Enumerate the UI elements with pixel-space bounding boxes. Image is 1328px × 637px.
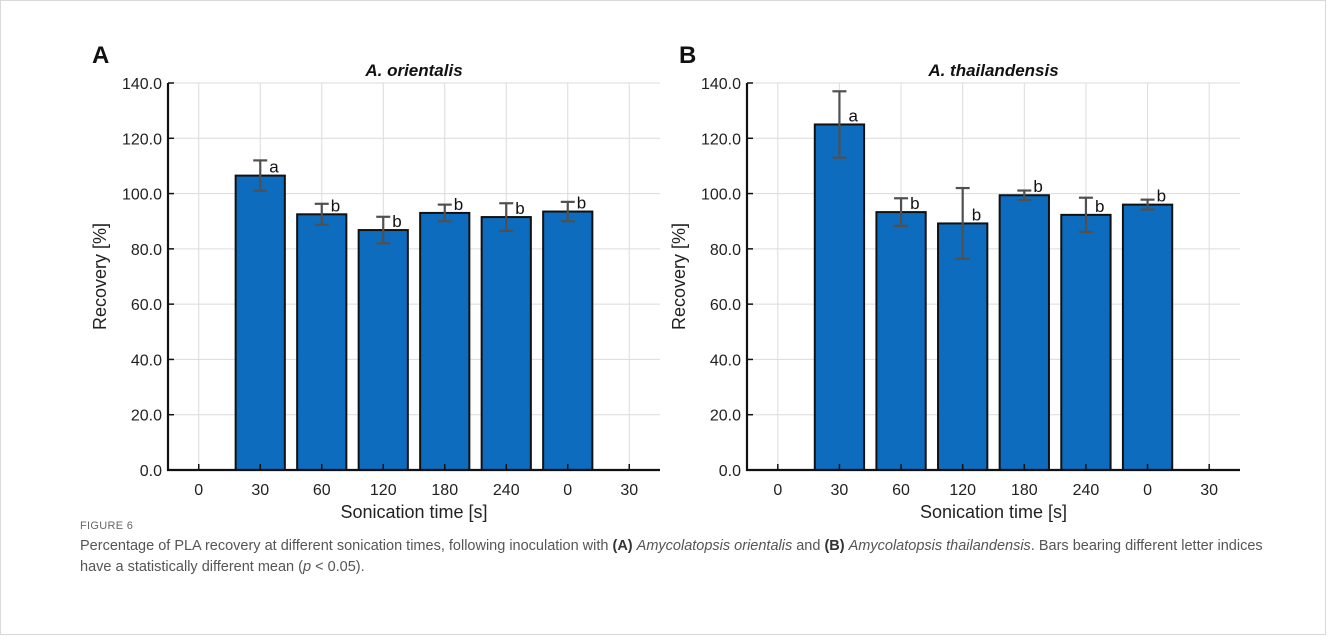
caption-text-3: . Bars bearing different letter indices … bbox=[80, 538, 1263, 575]
panel-a-x-tick-label: 60 bbox=[313, 482, 331, 499]
caption-text-2: and bbox=[792, 538, 825, 554]
caption-p: p bbox=[302, 559, 312, 575]
panel-b-bar bbox=[1121, 203, 1174, 471]
panel-b-x-tick-label: 60 bbox=[892, 482, 910, 499]
panel-a-bar bbox=[419, 211, 471, 472]
panel-a-x-tick-label: 0 bbox=[563, 482, 572, 499]
panel-b-significance-letter: b bbox=[910, 194, 919, 213]
panel-a-bar bbox=[234, 174, 286, 471]
panel-b-significance-letter: a bbox=[848, 106, 858, 125]
panel-b-y-tick-label: 120.0 bbox=[701, 131, 741, 148]
panel-a-y-axis-label: Recovery [%] bbox=[90, 223, 110, 330]
panel-b-significance-letter: b bbox=[1033, 177, 1042, 196]
panel-b-y-tick-label: 0.0 bbox=[719, 463, 741, 480]
panel-b-bar bbox=[998, 194, 1050, 471]
panel-a-x-tick-label: 240 bbox=[493, 482, 520, 499]
figure-label: FIGURE 6 bbox=[80, 520, 134, 532]
panel-a-y-tick-label: 40.0 bbox=[131, 352, 162, 369]
panel-b-bar bbox=[813, 123, 866, 471]
panel-a-bar bbox=[357, 229, 409, 471]
figure-caption: FIGURE 6 Percentage of PLA recovery at d… bbox=[80, 520, 1280, 578]
panel-a-significance-letter: a bbox=[269, 158, 279, 177]
caption-text: Percentage of PLA recovery at different … bbox=[80, 536, 1280, 578]
panel-a-y-tick-label: 20.0 bbox=[131, 408, 162, 425]
panel-a-x-tick-label: 30 bbox=[620, 482, 638, 499]
panel-b-y-tick-label: 20.0 bbox=[710, 408, 741, 425]
panel-a-y-tick-label: 60.0 bbox=[131, 297, 162, 314]
caption-text-1: Percentage of PLA recovery at different … bbox=[80, 538, 613, 554]
panel-a-significance-letter: b bbox=[577, 194, 586, 213]
panel-b-significance-letter: b bbox=[972, 205, 981, 224]
panel-a-significance-letter: b bbox=[454, 195, 463, 214]
panel-b-y-tick-label: 80.0 bbox=[710, 242, 741, 259]
panel-b-y-tick-label: 40.0 bbox=[710, 352, 741, 369]
panel-b-y-tick-label: 60.0 bbox=[710, 297, 741, 314]
panel-b-x-tick-label: 30 bbox=[831, 482, 849, 499]
caption-ref-b: (B) bbox=[824, 538, 845, 554]
panel-a-bar bbox=[480, 216, 532, 471]
panel-a-y-tick-label: 140.0 bbox=[122, 76, 162, 93]
caption-species-b: Amycolatopsis thailandensis bbox=[848, 538, 1031, 554]
caption-text-4: < 0.05). bbox=[311, 559, 365, 575]
panel-a-y-tick-label: 80.0 bbox=[131, 242, 162, 259]
panel-a-y-tick-label: 100.0 bbox=[122, 187, 162, 204]
caption-species-a: Amycolatopsis orientalis bbox=[636, 538, 793, 554]
panel-a-significance-letter: b bbox=[515, 199, 524, 218]
panel-b-x-tick-label: 180 bbox=[1011, 482, 1038, 499]
panel-a-title: A. orientalis bbox=[364, 61, 462, 80]
panel-b-bar bbox=[1060, 213, 1112, 471]
panel-b-x-tick-label: 120 bbox=[949, 482, 976, 499]
panel-a-bar bbox=[296, 213, 348, 471]
panel-a-y-tick-label: 120.0 bbox=[122, 131, 162, 148]
panel-b-significance-letter: b bbox=[1157, 187, 1166, 206]
panel-a-bar bbox=[542, 210, 594, 472]
panel-a-x-tick-label: 180 bbox=[431, 482, 458, 499]
panel-b-x-axis-label: Sonication time [s] bbox=[920, 502, 1067, 522]
panel-a-significance-letter: b bbox=[331, 196, 340, 215]
panel-b-bar bbox=[937, 222, 989, 471]
panel-b-x-tick-label: 30 bbox=[1200, 482, 1218, 499]
caption-ref-a: (A) bbox=[612, 538, 633, 554]
panel-b-y-tick-label: 100.0 bbox=[701, 187, 741, 204]
panel-a-x-tick-label: 120 bbox=[370, 482, 397, 499]
panel-b-bar bbox=[875, 211, 927, 472]
panel-a-significance-letter: b bbox=[392, 212, 401, 231]
panel-a-letter: A bbox=[92, 42, 109, 69]
panel-b-x-tick-label: 0 bbox=[1143, 482, 1152, 499]
panel-b-x-tick-label: 0 bbox=[773, 482, 782, 499]
panel-b-significance-letter: b bbox=[1095, 197, 1104, 216]
panel-b-y-axis-label: Recovery [%] bbox=[669, 223, 689, 330]
panel-b-title: A. thailandensis bbox=[927, 61, 1058, 80]
panel-b-letter: B bbox=[679, 42, 696, 69]
panel-a-x-axis-label: Sonication time [s] bbox=[340, 502, 487, 522]
panel-a-x-tick-label: 0 bbox=[194, 482, 203, 499]
panel-b-x-tick-label: 240 bbox=[1073, 482, 1100, 499]
panel-a-x-tick-label: 30 bbox=[251, 482, 269, 499]
panel-a-y-tick-label: 0.0 bbox=[140, 463, 162, 480]
panel-b-y-tick-label: 140.0 bbox=[701, 76, 741, 93]
